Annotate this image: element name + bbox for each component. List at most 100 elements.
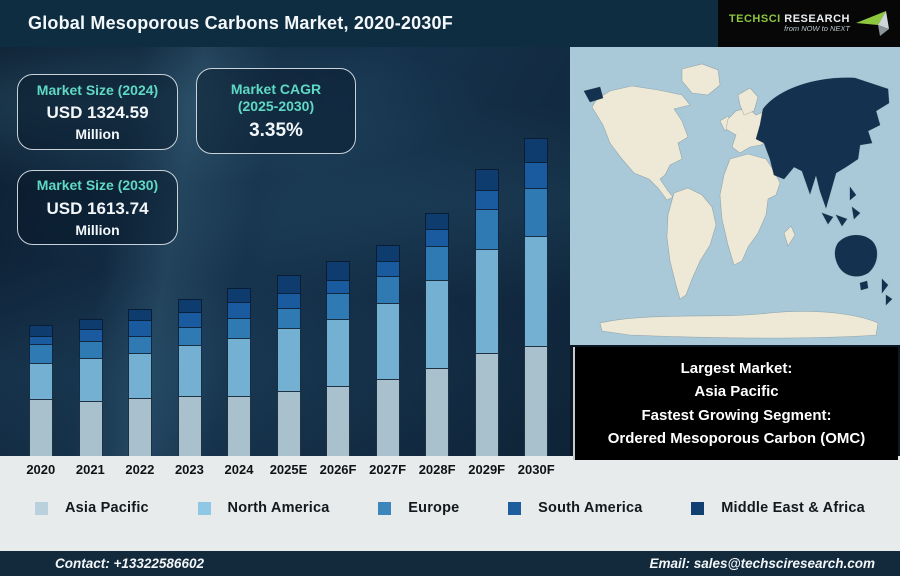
legend-swatch-icon bbox=[691, 501, 705, 515]
bar-segment-2023-north-america bbox=[177, 345, 202, 396]
bar-segment-2020-middle-east-africa bbox=[29, 325, 53, 336]
bar-segment-2023-europe bbox=[177, 327, 202, 345]
bar-2027F bbox=[375, 245, 400, 456]
map-region-scandinavia bbox=[737, 87, 759, 116]
bar-segment-2023-middle-east-africa bbox=[177, 299, 202, 312]
footer-bar: Contact: +13322586602 Email: sales@techs… bbox=[0, 551, 900, 576]
legend-item-middle-east-africa: Middle East & Africa bbox=[691, 500, 865, 516]
stat-box-market-cagr: Market CAGR (2025-2030) 3.35% bbox=[196, 68, 356, 154]
bar-segment-2025E-europe bbox=[276, 308, 301, 328]
logo-tagline: from NOW to NEXT bbox=[784, 24, 850, 34]
largest-market-info-box: Largest Market: Asia Pacific Fastest Gro… bbox=[573, 347, 898, 460]
map-continent-south-america bbox=[666, 187, 717, 300]
bar-segment-2030F-asia-pacific bbox=[524, 346, 548, 456]
bar-segment-2030F-south-america bbox=[524, 162, 548, 188]
bar-segment-2020-north-america bbox=[29, 363, 53, 399]
stat-label-line2: (2025-2030) bbox=[237, 98, 315, 114]
bar-segment-2028F-middle-east-africa bbox=[425, 213, 449, 229]
bar-segment-2024-middle-east-africa bbox=[227, 288, 251, 302]
bar-segment-2029F-south-america bbox=[474, 190, 499, 209]
legend-item-europe: Europe bbox=[378, 500, 459, 516]
stat-value: USD 1324.59 bbox=[46, 103, 149, 123]
bar-segment-2020-south-america bbox=[29, 336, 53, 344]
bar-segment-2028F-europe bbox=[425, 246, 449, 280]
bar-segment-2021-south-america bbox=[78, 329, 103, 341]
info-line-fastest-segment-label: Fastest Growing Segment: bbox=[641, 406, 832, 424]
bar-segment-2026F-north-america bbox=[326, 319, 350, 386]
world-map-svg bbox=[570, 47, 900, 345]
stat-unit: Million bbox=[75, 126, 120, 143]
info-line-fastest-segment-value: Ordered Mesoporous Carbon (OMC) bbox=[607, 429, 866, 447]
bar-segment-2028F-north-america bbox=[425, 280, 449, 368]
bar-segment-2022-europe bbox=[128, 336, 152, 353]
x-axis-label-2022: 2022 bbox=[125, 462, 155, 477]
bar-2025E bbox=[276, 275, 301, 456]
legend-swatch-icon bbox=[378, 501, 392, 515]
x-axis-label-2028F: 2028F bbox=[418, 462, 456, 477]
map-region-australia bbox=[834, 234, 878, 277]
bar-segment-2029F-asia-pacific bbox=[474, 353, 499, 456]
right-panel: Largest Market: Asia Pacific Fastest Gro… bbox=[570, 47, 900, 460]
bar-segment-2021-middle-east-africa bbox=[78, 319, 103, 329]
bar-2028F bbox=[425, 213, 449, 456]
bar-segment-2020-asia-pacific bbox=[29, 399, 53, 456]
legend-label: South America bbox=[538, 500, 643, 516]
bar-2021 bbox=[78, 319, 103, 456]
legend-swatch-icon bbox=[197, 501, 211, 515]
map-region-bering-fragment bbox=[583, 86, 604, 103]
bar-2024 bbox=[227, 288, 251, 456]
x-axis-label-2021: 2021 bbox=[75, 462, 105, 477]
legend-swatch-icon bbox=[508, 501, 522, 515]
page-title: Global Mesoporous Carbons Market, 2020-2… bbox=[28, 13, 453, 33]
stat-box-market-size-2030: Market Size (2030) USD 1613.74 Million bbox=[17, 170, 178, 245]
bar-segment-2028F-south-america bbox=[425, 229, 449, 246]
legend-label: Europe bbox=[408, 500, 460, 516]
bar-segment-2024-europe bbox=[227, 318, 251, 338]
bar-segment-2025E-middle-east-africa bbox=[276, 275, 301, 293]
bar-segment-2026F-middle-east-africa bbox=[326, 261, 350, 280]
legend-item-asia-pacific: Asia Pacific bbox=[35, 500, 149, 516]
stat-label-line1: Market CAGR bbox=[230, 80, 322, 97]
bar-segment-2027F-south-america bbox=[375, 261, 400, 276]
bar-2029F bbox=[474, 169, 499, 456]
bar-segment-2030F-middle-east-africa bbox=[524, 138, 548, 162]
map-continent-africa bbox=[719, 153, 781, 266]
bar-segment-2029F-north-america bbox=[474, 249, 499, 353]
map-region-new-zealand bbox=[881, 278, 893, 306]
stat-box-market-size-2024: Market Size (2024) USD 1324.59 Million bbox=[17, 74, 178, 150]
logo-arrow-icon bbox=[856, 10, 889, 36]
bar-plot bbox=[29, 124, 548, 456]
x-axis-label-2030F: 2030F bbox=[517, 462, 555, 477]
bar-segment-2027F-middle-east-africa bbox=[375, 245, 400, 261]
logo-brand-primary: TechSci bbox=[728, 12, 781, 25]
bar-segment-2020-europe bbox=[29, 344, 53, 363]
bar-segment-2022-asia-pacific bbox=[128, 398, 152, 456]
bar-2020 bbox=[29, 325, 53, 456]
x-axis-label-2024: 2024 bbox=[224, 462, 254, 477]
legend-label: Asia Pacific bbox=[65, 500, 149, 516]
stat-label: Market Size (2030) bbox=[36, 177, 159, 194]
x-axis-labels: 2020 2021 2022 2023 2024 2025E 2026F 2027F 2028F… bbox=[16, 462, 561, 477]
map-island-madagascar bbox=[783, 225, 796, 247]
map-continent-greenland bbox=[681, 63, 721, 96]
brand-logo-text: TechSci Research from NOW to NEXT bbox=[728, 12, 850, 34]
bar-segment-2028F-asia-pacific bbox=[425, 368, 449, 456]
x-axis-label-2026F: 2026F bbox=[319, 462, 357, 477]
stat-unit: Million bbox=[75, 221, 120, 238]
world-map bbox=[570, 47, 900, 345]
info-line-largest-market-label: Largest Market: bbox=[680, 360, 793, 377]
footer-contact: Contact: +13322586602 bbox=[55, 556, 204, 571]
bar-segment-2023-south-america bbox=[177, 312, 202, 327]
bar-segment-2021-north-america bbox=[78, 358, 103, 401]
stat-label: Market Size (2024) bbox=[36, 81, 159, 98]
bar-2030F bbox=[524, 138, 548, 456]
stat-label: Market CAGR (2025-2030) bbox=[231, 81, 321, 116]
bar-segment-2026F-europe bbox=[326, 293, 350, 319]
x-axis-label-2029F: 2029F bbox=[468, 462, 506, 477]
map-continent-north-america bbox=[591, 85, 691, 201]
legend-item-south-america: South America bbox=[508, 500, 642, 516]
bar-segment-2024-north-america bbox=[227, 338, 251, 396]
map-region-asia-highlighted bbox=[755, 77, 890, 209]
map-island-tasmania bbox=[859, 280, 869, 291]
logo-brand-secondary: Research bbox=[784, 12, 850, 25]
